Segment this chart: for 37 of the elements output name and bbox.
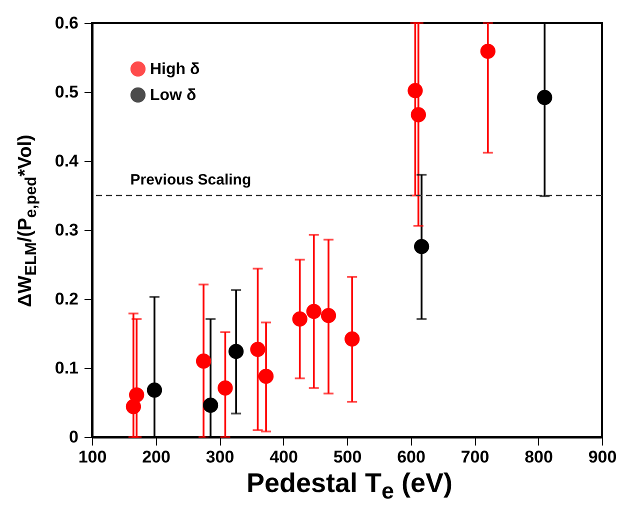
y-tick-label: 0.5 bbox=[54, 82, 78, 102]
point bbox=[202, 398, 218, 413]
point bbox=[410, 107, 426, 122]
x-tick-label: 500 bbox=[333, 448, 362, 466]
y-tick-label: 0.6 bbox=[54, 14, 78, 32]
x-tick-label: 100 bbox=[78, 448, 107, 466]
point bbox=[146, 382, 162, 398]
y-tick-label: 0.3 bbox=[54, 220, 78, 240]
x-tick-label: 600 bbox=[397, 448, 426, 466]
y-tick-label: 0.4 bbox=[54, 152, 80, 170]
y-tick-label: 0.2 bbox=[54, 290, 78, 308]
point bbox=[292, 311, 308, 327]
x-tick-label: 700 bbox=[460, 448, 490, 466]
point bbox=[408, 83, 423, 98]
x-axis-title: Pedestal T$_{e}$ (eV) bbox=[245, 468, 454, 504]
point bbox=[129, 387, 144, 402]
y-tick-label: 0.1 bbox=[54, 358, 78, 378]
point bbox=[250, 342, 266, 357]
legend-label: High δ bbox=[150, 61, 200, 78]
point bbox=[258, 368, 274, 384]
ref-line-label: Previous Scaling bbox=[130, 172, 252, 188]
point bbox=[320, 308, 336, 324]
point bbox=[228, 344, 244, 360]
x-tick-label: 300 bbox=[206, 448, 234, 466]
x-tick-label: 200 bbox=[142, 448, 170, 466]
x-tick-label: 400 bbox=[270, 448, 298, 466]
point bbox=[196, 354, 212, 369]
point bbox=[537, 90, 552, 106]
x-tick-label: 900 bbox=[588, 448, 617, 466]
x-tick-label: 800 bbox=[524, 448, 553, 466]
point bbox=[480, 44, 496, 59]
point bbox=[306, 304, 322, 319]
y-tick-label: 0 bbox=[69, 428, 78, 446]
point bbox=[414, 238, 430, 254]
legend-label: Low δ bbox=[150, 87, 196, 104]
point bbox=[344, 331, 360, 347]
point bbox=[218, 380, 233, 396]
